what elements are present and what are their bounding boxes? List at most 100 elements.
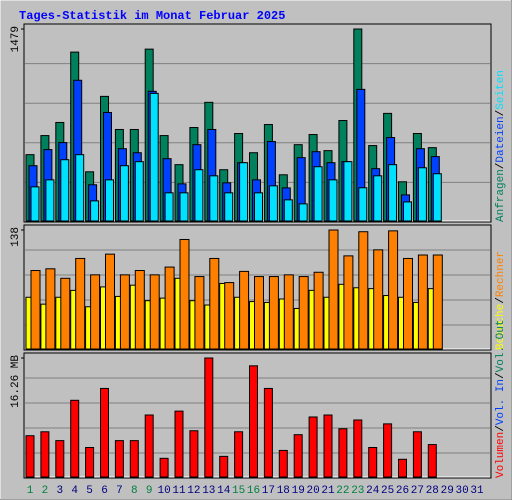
bar [55,440,65,478]
bar [114,440,124,478]
bar [164,266,175,350]
bar [159,457,169,478]
bar [313,271,324,350]
bar [119,165,129,222]
bar [209,175,219,222]
bar [412,431,422,478]
bar [30,186,40,222]
bar [60,159,70,222]
bar [164,192,174,222]
x-tick-label: 9 [146,485,153,497]
bar [254,276,264,350]
chart-title: Tages-Statistik im Monat Februar 2025 [19,9,285,23]
y-tick-label: 1479 [10,26,22,52]
x-tick-label: 12 [187,485,200,497]
bar [432,173,442,222]
legend-entry: Vol. Out [495,320,507,373]
x-tick-label: 15 [232,485,245,497]
x-tick-label: 6 [101,485,108,497]
bar [268,185,278,222]
legend-separator: / [495,372,507,379]
x-tick-label: 2 [42,485,49,497]
bar [293,434,303,478]
bar [194,276,205,350]
legend-entry: Anfragen [495,169,507,222]
bar [234,431,244,478]
x-tick-label: 19 [292,485,305,497]
bar [353,419,363,478]
x-tick-label: 17 [262,485,275,497]
bar [283,199,293,222]
legend: Besuche/Rechner [495,251,507,350]
legend: Anfragen/Dateien/Seiten [495,70,507,222]
bar [338,428,348,478]
bar [129,440,139,478]
bar [388,230,399,350]
x-tick-label: 14 [217,485,231,497]
bar [85,447,95,478]
bar [239,162,249,222]
x-tick-label: 31 [470,485,484,497]
bar [298,203,308,222]
bar [403,201,412,222]
bar [268,276,279,350]
bar [149,274,160,350]
bar [308,416,318,478]
x-tick-label: 16 [247,485,260,497]
bar [30,270,41,350]
legend-separator: / [495,163,507,170]
x-tick-label: 27 [411,485,424,497]
bar [174,410,184,478]
x-tick-label: 30 [455,485,468,497]
bar [358,187,368,222]
bar [134,161,144,222]
x-tick-label: 11 [172,485,186,497]
bar [323,414,333,478]
x-tick-label: 22 [336,485,349,497]
bar [427,444,437,478]
bar [60,277,71,350]
bar [224,192,234,222]
bar [328,179,338,222]
x-tick-label: 26 [396,485,409,497]
bar [40,431,50,478]
bar [144,414,154,478]
bar [219,455,229,478]
bar [134,270,145,350]
bar [313,166,323,222]
bar [25,435,35,478]
bar [100,387,109,478]
legend: Volumen/Vol. In/Vol. Out [495,320,507,478]
bar [328,229,339,350]
bar [278,449,288,478]
bar [75,257,86,350]
x-tick-label: 21 [321,485,335,497]
x-tick-label: 23 [351,485,364,497]
bar [417,167,427,222]
x-tick-label: 3 [56,485,63,497]
bar [388,164,398,222]
bar [383,423,393,478]
legend-separator: / [495,110,507,117]
bar [194,169,204,222]
bar [149,92,159,222]
y-tick-label: 16.26 MB [10,355,22,408]
legend-entry: Volumen [495,432,507,478]
bar [105,253,115,350]
bar [373,249,384,350]
bar [239,270,250,350]
bar [209,257,220,350]
x-tick-label: 7 [116,485,123,497]
bar [90,274,101,350]
x-tick-label: 24 [366,485,380,497]
bar [75,154,85,222]
bar [398,458,407,478]
x-tick-label: 5 [86,485,93,497]
bar [263,387,273,478]
bar [45,268,56,350]
bar [224,282,235,350]
x-tick-label: 29 [441,485,454,497]
bar [70,399,80,478]
bar [254,192,263,222]
